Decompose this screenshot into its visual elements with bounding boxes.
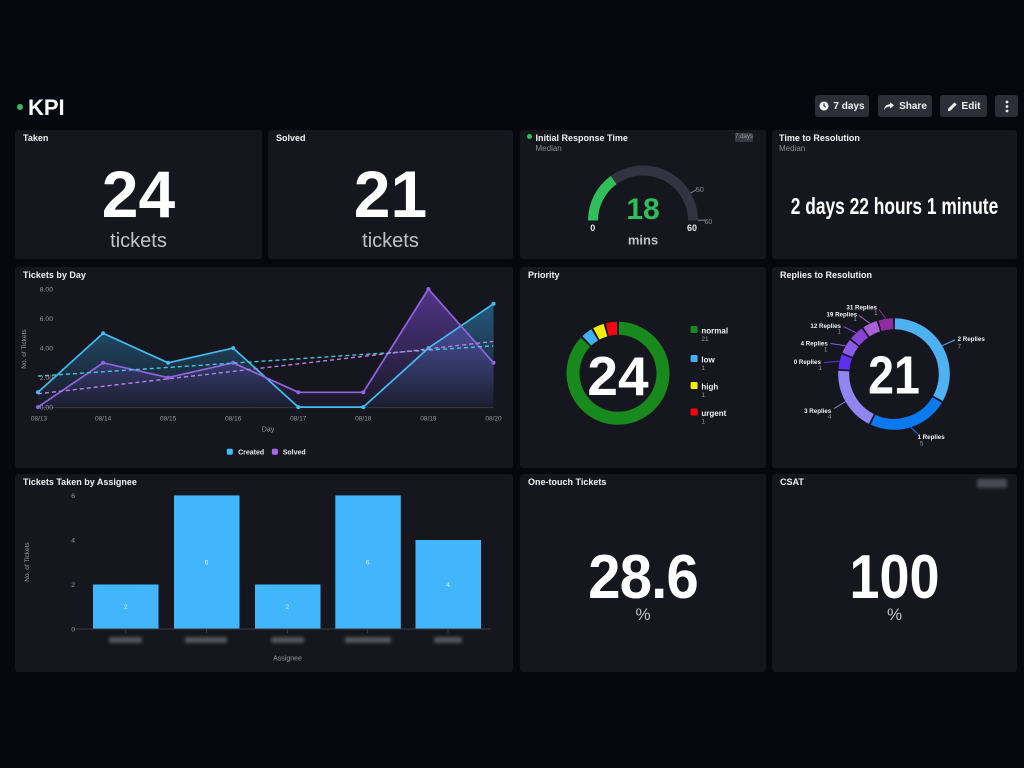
svg-text:24: 24 — [587, 345, 649, 407]
svg-text:Assignee: Assignee — [273, 656, 302, 663]
svg-text:08/14: 08/14 — [95, 415, 112, 422]
svg-text:0 Replies: 0 Replies — [794, 359, 822, 366]
svg-text:normal: normal — [701, 327, 728, 336]
svg-text:4 Replies: 4 Replies — [801, 340, 829, 347]
svg-text:50: 50 — [696, 187, 704, 194]
svg-text:6: 6 — [205, 560, 209, 567]
svg-text:18: 18 — [626, 193, 659, 226]
svg-text:1 Replies: 1 Replies — [918, 434, 946, 441]
svg-text:4.00: 4.00 — [40, 346, 53, 353]
svg-text:1: 1 — [701, 392, 705, 399]
svg-text:60: 60 — [705, 219, 713, 226]
svg-text:2.00: 2.00 — [40, 375, 53, 382]
svg-text:08/20: 08/20 — [485, 415, 502, 422]
svg-text:6: 6 — [366, 560, 370, 567]
svg-text:4: 4 — [446, 582, 450, 589]
svg-text:0: 0 — [590, 223, 595, 233]
svg-text:mins: mins — [628, 233, 658, 248]
svg-text:0.00: 0.00 — [40, 405, 53, 412]
svg-text:08/18: 08/18 — [355, 415, 372, 422]
svg-text:1: 1 — [838, 329, 842, 336]
svg-text:2 Replies: 2 Replies — [958, 336, 986, 343]
svg-text:21: 21 — [868, 345, 920, 405]
svg-text:urgent: urgent — [701, 409, 726, 418]
svg-text:Created: Created — [238, 450, 264, 457]
svg-text:4: 4 — [828, 413, 832, 420]
svg-text:0: 0 — [71, 626, 75, 633]
svg-text:08/19: 08/19 — [420, 415, 437, 422]
svg-text:No. of Tickets: No. of Tickets — [24, 542, 31, 582]
svg-text:1: 1 — [701, 365, 705, 372]
svg-text:Day: Day — [262, 427, 275, 434]
svg-text:1: 1 — [824, 346, 828, 353]
svg-text:2: 2 — [71, 582, 75, 589]
svg-text:4: 4 — [71, 537, 75, 544]
svg-text:31 Replies: 31 Replies — [846, 305, 877, 312]
svg-text:6.00: 6.00 — [40, 316, 53, 323]
svg-text:08/16: 08/16 — [225, 415, 242, 422]
svg-text:2: 2 — [124, 604, 128, 611]
svg-text:08/15: 08/15 — [160, 415, 177, 422]
svg-text:19 Replies: 19 Replies — [826, 312, 857, 319]
svg-text:6: 6 — [71, 493, 75, 500]
svg-text:8.00: 8.00 — [40, 286, 53, 293]
svg-text:Solved: Solved — [283, 450, 306, 457]
svg-text:5: 5 — [920, 441, 924, 448]
svg-text:1: 1 — [854, 316, 858, 323]
svg-text:low: low — [701, 356, 715, 365]
svg-text:3 Replies: 3 Replies — [804, 408, 832, 415]
svg-text:08/17: 08/17 — [290, 415, 307, 422]
svg-text:1: 1 — [874, 310, 878, 317]
svg-text:1: 1 — [819, 365, 823, 372]
svg-text:1: 1 — [701, 418, 705, 425]
svg-text:7: 7 — [958, 344, 962, 351]
svg-text:08/13: 08/13 — [31, 415, 48, 422]
svg-text:12 Replies: 12 Replies — [810, 323, 841, 330]
svg-text:high: high — [701, 383, 718, 392]
svg-text:21: 21 — [701, 336, 709, 343]
svg-text:60: 60 — [687, 223, 697, 233]
svg-text:No. of Tickets: No. of Tickets — [21, 329, 28, 369]
svg-text:2: 2 — [286, 604, 290, 611]
